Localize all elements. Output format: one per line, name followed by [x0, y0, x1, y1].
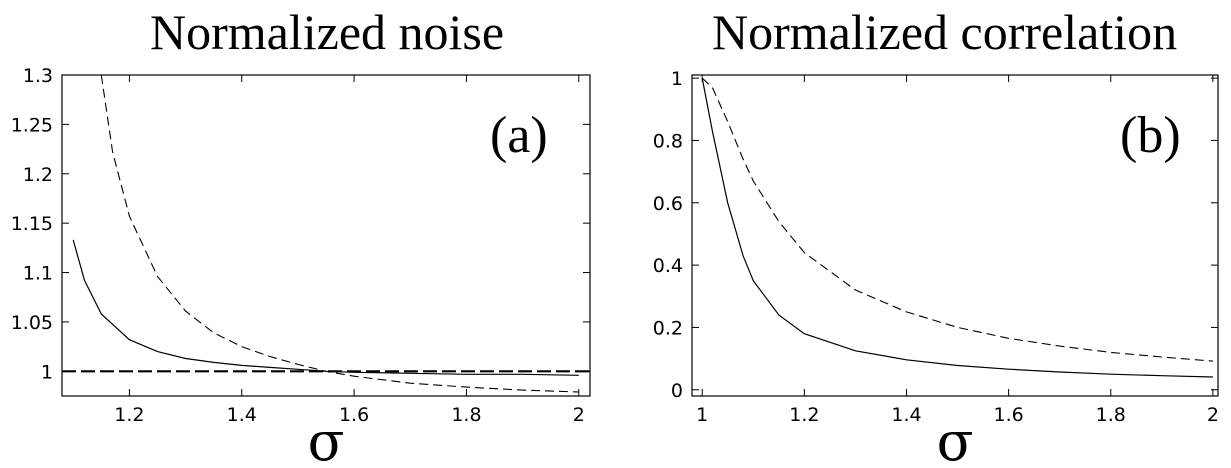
chart-a-y-tick-label: 1.3: [23, 65, 53, 87]
chart-a-y-tick-label: 1.25: [11, 114, 53, 136]
chart-b-y-tick-label: 0.2: [653, 317, 683, 339]
chart-b-title: Normalized correlation: [712, 4, 1178, 60]
chart-b-x-axis-label: σ: [937, 410, 974, 468]
chart-b-y-tick-label: 0.4: [653, 255, 683, 277]
chart-a-panel-label: (a): [490, 107, 548, 164]
chart-a-x-tick-label: 1.4: [227, 404, 257, 426]
chart-a-x-tick-label: 2: [573, 404, 585, 426]
chart-a-x-tick-label: 1.2: [114, 404, 144, 426]
chart-b-y-tick-label: 0.6: [653, 193, 683, 215]
chart-b-frame: [691, 74, 1219, 397]
chart-a-frame: [61, 74, 591, 397]
chart-a-x-tick-label: 1.6: [339, 404, 369, 426]
chart-a-y-tick-label: 1: [41, 361, 53, 383]
chart-b-x-tick-label: 1.6: [994, 404, 1024, 426]
chart-a-x-tick-label: 1.8: [451, 404, 481, 426]
chart-b-y-tick-label: 0: [671, 380, 683, 402]
chart-b-x-tick-label: 1.8: [1096, 404, 1126, 426]
chart-a-series-solid: [72, 239, 579, 376]
chart-a-y-tick-label: 1.2: [23, 164, 53, 186]
chart-b-x-tick-label: 2: [1207, 404, 1219, 426]
chart-b-y-tick-label: 1: [671, 68, 683, 90]
chart-a-y-tick-label: 1.15: [11, 213, 53, 235]
chart-b-x-tick-label: 1.4: [891, 404, 921, 426]
chart-b-x-tick-label: 1.2: [789, 404, 819, 426]
chart-b-x-tick-label: 1: [696, 404, 708, 426]
chart-a-x-axis-label: σ: [308, 410, 345, 468]
chart-b: 1 1.2 1.4 1.6 1.8 2 0 0.2 0.4 0.6 0.8 1 (b) σ: [653, 68, 1219, 468]
chart-b-panel-label: (b): [1120, 107, 1181, 164]
chart-a-y-tick-label: 1.1: [23, 263, 53, 285]
chart-a-title: Normalized noise: [150, 4, 505, 60]
chart-a: 1.2 1.4 1.6 1.8 2 1 1.05 1.1 1.15 1.2 1.25 1.3 (a) σ: [11, 65, 591, 468]
chart-a-series-dashed: [100, 74, 579, 393]
chart-b-y-tick-label: 0.8: [653, 130, 683, 152]
chart-b-series-dashed: [701, 77, 1213, 362]
chart-a-y-tick-label: 1.05: [11, 312, 53, 334]
chart-b-series-solid: [701, 77, 1213, 378]
